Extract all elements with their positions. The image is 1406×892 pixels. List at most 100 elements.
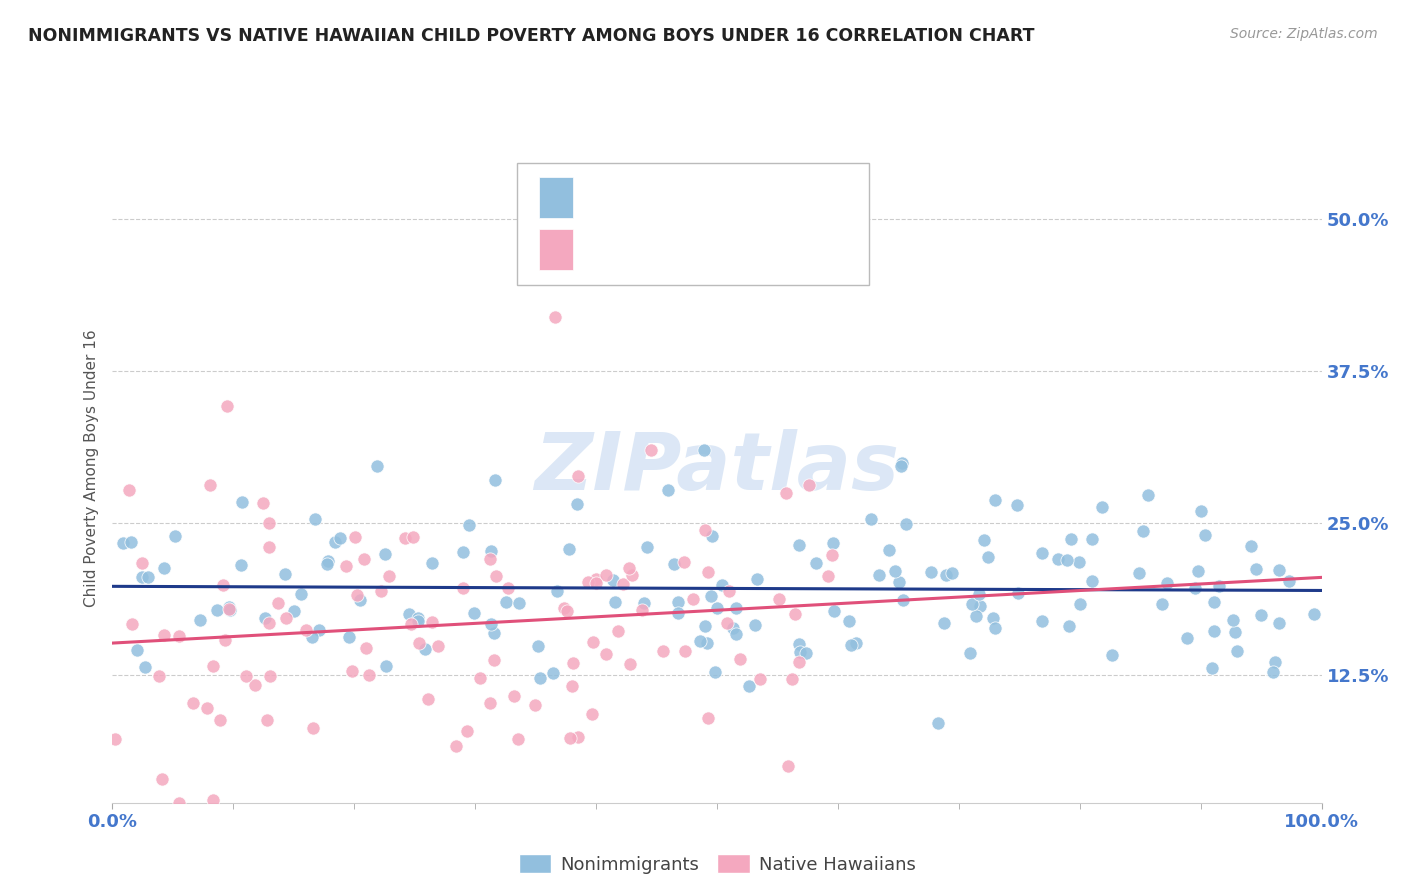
Point xyxy=(787,637,810,651)
Point xyxy=(426,639,449,653)
Point xyxy=(581,707,603,722)
Point xyxy=(218,601,240,615)
Point xyxy=(283,604,305,618)
Point xyxy=(1069,598,1091,612)
Point xyxy=(329,531,352,545)
Point xyxy=(406,614,429,628)
Point xyxy=(555,604,578,618)
Point xyxy=(1303,607,1326,621)
Point xyxy=(134,660,156,674)
Point xyxy=(399,616,422,631)
Point xyxy=(728,652,751,666)
Point xyxy=(484,473,506,487)
Point xyxy=(451,545,474,559)
Point xyxy=(585,572,607,586)
Point xyxy=(398,607,420,621)
Point xyxy=(256,714,278,728)
Point xyxy=(567,730,589,744)
Point xyxy=(378,568,401,582)
Point xyxy=(1208,579,1230,593)
Text: R =: R = xyxy=(582,241,624,260)
Point xyxy=(896,517,918,532)
Point xyxy=(640,443,662,458)
Point xyxy=(689,634,711,648)
Point xyxy=(1204,624,1226,639)
Point xyxy=(693,523,716,537)
Point xyxy=(209,713,232,727)
Point xyxy=(200,478,222,492)
Point xyxy=(150,772,173,787)
Point xyxy=(1261,665,1284,679)
Point xyxy=(941,566,963,580)
Point xyxy=(651,643,673,657)
Point xyxy=(121,616,143,631)
Point xyxy=(211,577,233,591)
Point xyxy=(891,456,914,470)
Point xyxy=(776,759,799,773)
Point xyxy=(127,643,149,657)
Point xyxy=(315,557,337,571)
Point xyxy=(984,621,1007,635)
Point xyxy=(576,574,599,589)
Point xyxy=(768,591,790,606)
Point xyxy=(316,554,339,568)
Point xyxy=(1080,574,1102,588)
Point xyxy=(120,535,142,549)
Point xyxy=(700,528,723,542)
Point xyxy=(456,723,478,738)
Point xyxy=(775,486,797,500)
Point xyxy=(257,516,280,530)
Point xyxy=(932,615,955,630)
Point xyxy=(780,673,803,687)
Point xyxy=(181,696,204,710)
Point xyxy=(401,530,423,544)
Point xyxy=(962,597,984,611)
Point xyxy=(1069,555,1091,569)
Point xyxy=(636,540,658,554)
Point xyxy=(167,796,190,810)
Point xyxy=(1005,498,1028,512)
Point xyxy=(619,657,641,671)
Point xyxy=(1225,643,1247,657)
Point xyxy=(478,552,501,566)
Text: R =: R = xyxy=(582,189,619,207)
Point xyxy=(725,601,748,615)
Point xyxy=(167,629,190,643)
Point xyxy=(148,669,170,683)
Point xyxy=(479,543,502,558)
Point xyxy=(111,535,134,549)
Point xyxy=(406,611,429,625)
Point xyxy=(633,596,655,610)
Point xyxy=(335,559,357,574)
Point xyxy=(617,560,640,574)
Point xyxy=(375,659,398,673)
Point xyxy=(138,570,160,584)
Point xyxy=(838,614,860,628)
Point xyxy=(231,558,253,573)
Text: 101: 101 xyxy=(723,241,758,260)
Point xyxy=(1250,608,1272,623)
Point xyxy=(561,680,583,694)
Point xyxy=(1128,566,1150,581)
Point xyxy=(567,469,589,483)
Point xyxy=(664,557,686,571)
Point xyxy=(959,646,981,660)
Point xyxy=(747,572,769,586)
Y-axis label: Child Poverty Among Boys Under 16: Child Poverty Among Boys Under 16 xyxy=(83,329,98,607)
Point xyxy=(725,627,748,641)
Point xyxy=(1057,619,1080,633)
Point xyxy=(562,656,585,670)
Point xyxy=(1184,581,1206,595)
Point xyxy=(496,582,519,596)
Text: NONIMMIGRANTS VS NATIVE HAWAIIAN CHILD POVERTY AMONG BOYS UNDER 16 CORRELATION C: NONIMMIGRANTS VS NATIVE HAWAIIAN CHILD P… xyxy=(28,27,1035,45)
Point xyxy=(205,603,228,617)
Point xyxy=(821,536,844,550)
Point xyxy=(420,615,443,629)
Point xyxy=(131,570,153,584)
Point xyxy=(301,630,323,644)
Point xyxy=(323,535,346,549)
Point xyxy=(976,550,998,565)
Point xyxy=(700,589,723,603)
Point xyxy=(558,731,581,745)
Point xyxy=(738,679,761,693)
